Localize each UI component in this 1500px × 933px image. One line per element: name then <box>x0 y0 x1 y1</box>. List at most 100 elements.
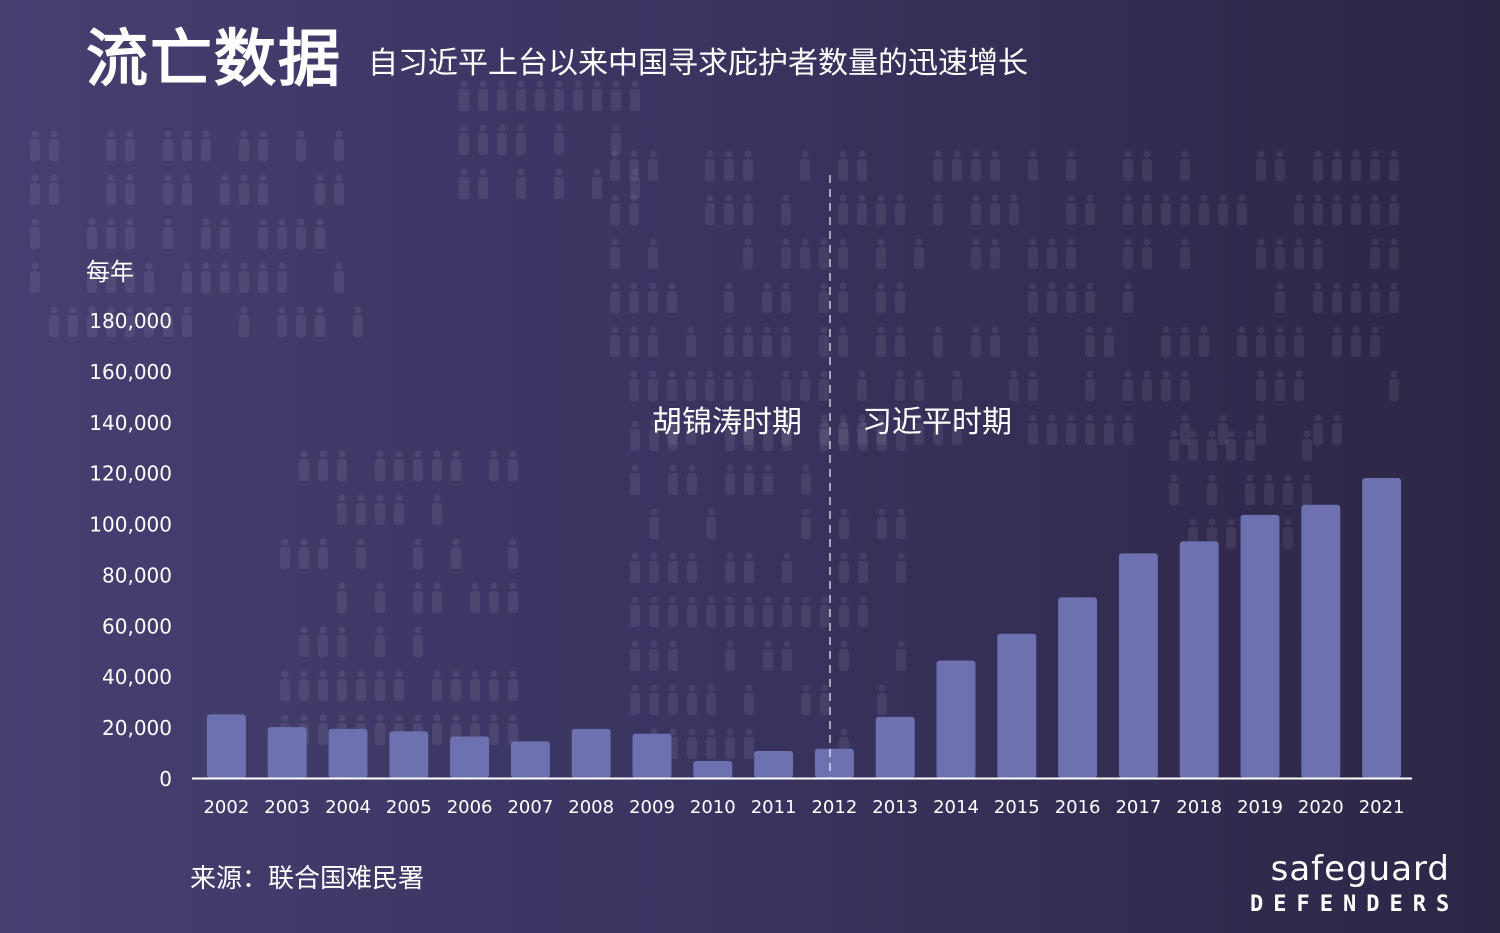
person-icon <box>1180 414 1190 445</box>
person-icon <box>508 582 518 613</box>
person-icon <box>1169 474 1179 505</box>
person-icon <box>318 450 328 481</box>
person-icon <box>356 670 366 701</box>
person-icon <box>743 414 753 445</box>
person-icon <box>258 218 268 249</box>
person-icon <box>1123 370 1133 401</box>
x-tick-label: 2006 <box>447 797 493 818</box>
person-icon <box>648 282 658 313</box>
y-tick-label: 40,000 <box>102 665 172 689</box>
person-icon <box>1275 238 1285 269</box>
person-icon <box>990 326 1000 357</box>
person-icon <box>724 150 734 181</box>
person-icon <box>1169 430 1179 461</box>
person-icon <box>1256 150 1266 181</box>
person-icon <box>914 238 924 269</box>
person-icon <box>375 450 385 481</box>
person-icon <box>30 218 40 249</box>
person-icon <box>554 80 564 111</box>
person-icon <box>375 494 385 525</box>
person-icon <box>1104 414 1114 445</box>
person-icon <box>1245 474 1255 505</box>
x-tick-label: 2011 <box>751 797 797 818</box>
person-icon <box>706 508 716 539</box>
person-icon <box>781 282 791 313</box>
person-icon <box>877 684 887 715</box>
person-icon <box>1218 194 1228 225</box>
person-icon <box>1142 150 1152 181</box>
person-icon <box>220 262 230 293</box>
person-icon <box>725 420 735 451</box>
person-icon <box>668 640 678 671</box>
era-label-xi: 习近平时期 <box>862 405 1012 440</box>
person-icon <box>706 684 716 715</box>
x-tick-label: 2005 <box>386 797 432 818</box>
person-icon <box>163 218 173 249</box>
person-icon <box>933 414 943 445</box>
person-icon <box>857 150 867 181</box>
person-icon <box>182 130 192 161</box>
person-icon <box>375 626 385 657</box>
person-icon <box>630 168 640 199</box>
person-icon <box>800 238 810 269</box>
person-icon <box>239 262 249 293</box>
person-icon <box>592 168 602 199</box>
person-icon <box>489 582 499 613</box>
person-icon <box>1294 194 1304 225</box>
person-icon <box>478 80 488 111</box>
x-tick-label: 2015 <box>994 797 1040 818</box>
person-icon <box>725 640 735 671</box>
person-icon <box>318 626 328 657</box>
person-icon <box>819 370 829 401</box>
person-icon <box>106 306 116 337</box>
person-icon <box>1313 150 1323 181</box>
person-icon <box>299 450 309 481</box>
person-icon <box>1199 326 1209 357</box>
person-icon <box>838 194 848 225</box>
person-icon <box>1028 238 1038 269</box>
person-icon <box>706 728 716 759</box>
bar-2012 <box>814 748 854 778</box>
person-icon <box>838 150 848 181</box>
person-icon <box>299 670 309 701</box>
person-icon <box>725 464 735 495</box>
person-icon <box>858 552 868 583</box>
person-icon <box>258 174 268 205</box>
person-icon <box>877 420 887 451</box>
person-icon <box>413 582 423 613</box>
person-icon <box>1142 370 1152 401</box>
person-icon <box>1085 282 1095 313</box>
person-icon <box>782 552 792 583</box>
bar-2011 <box>754 751 794 778</box>
x-tick-label: 2016 <box>1055 797 1101 818</box>
person-icon <box>839 640 849 671</box>
person-icon <box>630 80 640 111</box>
person-icon <box>649 596 659 627</box>
person-icon <box>725 552 735 583</box>
person-icon <box>1028 370 1038 401</box>
person-icon <box>299 538 309 569</box>
person-icon <box>1009 194 1019 225</box>
person-icon <box>744 684 754 715</box>
person-icon <box>1207 474 1217 505</box>
person-icon <box>315 218 325 249</box>
person-icon <box>649 420 659 451</box>
person-icon <box>1256 414 1266 445</box>
bar-2005 <box>389 731 429 778</box>
person-icon <box>125 262 135 293</box>
person-icon <box>201 262 211 293</box>
person-icon <box>820 420 830 451</box>
person-icon <box>744 464 754 495</box>
person-icon <box>277 218 287 249</box>
person-icon <box>1066 194 1076 225</box>
person-icon <box>30 262 40 293</box>
x-tick-label: 2017 <box>1115 797 1161 818</box>
person-icon <box>489 670 499 701</box>
person-icon <box>1028 150 1038 181</box>
x-tick-label: 2018 <box>1176 797 1222 818</box>
person-icon <box>201 218 211 249</box>
person-icon <box>106 218 116 249</box>
person-icon <box>896 552 906 583</box>
